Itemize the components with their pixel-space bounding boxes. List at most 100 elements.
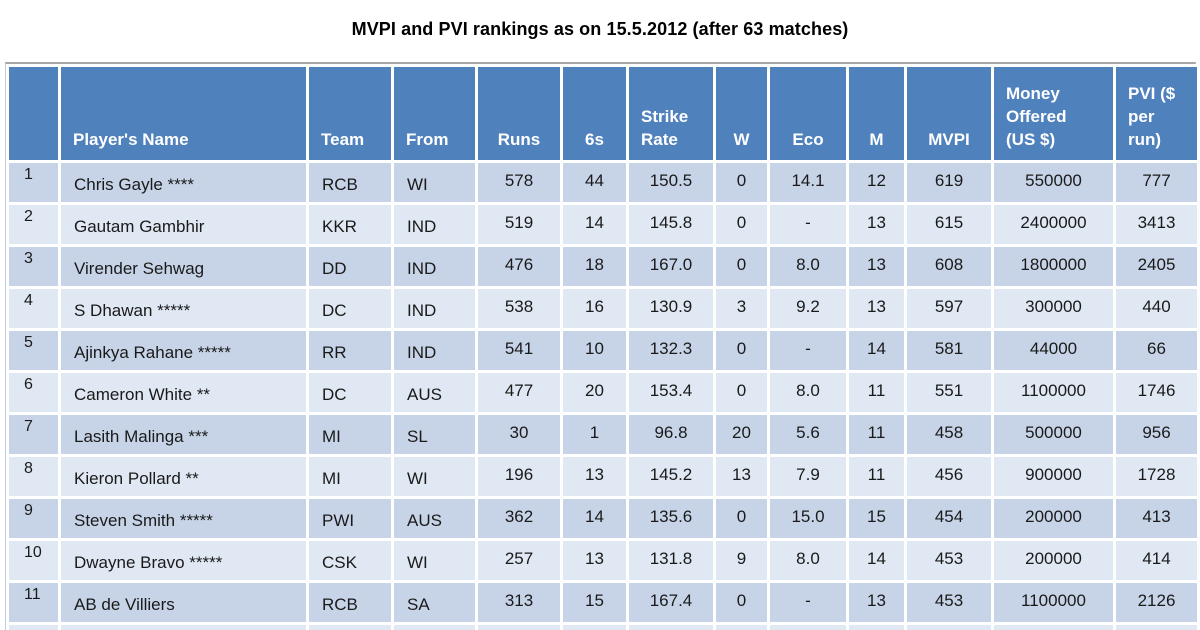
cell-runs: 30 xyxy=(475,412,563,457)
cell-runs: 477 xyxy=(475,370,563,415)
cell-from: WI xyxy=(391,538,478,583)
cell-player: Chris Gayle **** xyxy=(58,160,309,205)
cell-wickets: 0 xyxy=(713,370,770,415)
cell-from: IND xyxy=(391,328,478,373)
cell-money: 200000 xyxy=(991,538,1116,583)
cell-money xyxy=(991,622,1116,630)
cell-economy: 14.1 xyxy=(767,160,849,205)
cell-mvpi: 581 xyxy=(904,328,994,373)
cell-from: IND xyxy=(391,286,478,331)
cell-mvpi: 453 xyxy=(904,580,994,625)
cell-pvi xyxy=(1113,622,1200,630)
cell-matches: 13 xyxy=(846,244,907,289)
cell-sixes: 44 xyxy=(560,160,629,205)
cell-from: AUS xyxy=(391,370,478,415)
cell-economy: 8.0 xyxy=(767,370,849,415)
col-header-pvi: PVI ($ per run) xyxy=(1113,64,1200,163)
cell-sixes: 16 xyxy=(560,286,629,331)
col-header-matches: M xyxy=(846,64,907,163)
cell-money: 300000 xyxy=(991,286,1116,331)
cell-money: 550000 xyxy=(991,160,1116,205)
col-header-strike_rate: Strike Rate xyxy=(626,64,716,163)
cell-wickets: 20 xyxy=(713,412,770,457)
cell-money: 1800000 xyxy=(991,244,1116,289)
table-row: 8 Kieron Pollard ** MI WI 196 13 145.2 13 7.9 11 4… xyxy=(6,454,1200,499)
cell-economy: 7.9 xyxy=(767,454,849,499)
cell-strike_rate: 145.2 xyxy=(626,454,716,499)
cell-from: SL xyxy=(391,412,478,457)
cell-matches: 14 xyxy=(846,328,907,373)
cell-team: RCB xyxy=(306,160,394,205)
cell-pvi: 1728 xyxy=(1113,454,1200,499)
col-header-sixes: 6s xyxy=(560,64,629,163)
cell-player: Gautam Gambhir xyxy=(58,202,309,247)
cell-strike_rate: 167.4 xyxy=(626,580,716,625)
table-row: 1 Chris Gayle **** RCB WI 578 44 150.5 0 14.1 12 6… xyxy=(6,160,1200,205)
cell-rank: 2 xyxy=(6,202,61,247)
cell-money: 200000 xyxy=(991,496,1116,541)
cell-player: Virender Sehwag xyxy=(58,244,309,289)
cell-matches: 13 xyxy=(846,580,907,625)
cell-pvi: 2405 xyxy=(1113,244,1200,289)
cell-strike_rate: 150.5 xyxy=(626,160,716,205)
cell-sixes: 14 xyxy=(560,202,629,247)
cell-pvi: 777 xyxy=(1113,160,1200,205)
col-header-mvpi: MVPI xyxy=(904,64,994,163)
cell-matches: 13 xyxy=(846,286,907,331)
cell-from xyxy=(391,622,478,630)
cell-player: Kieron Pollard ** xyxy=(58,454,309,499)
cell-mvpi: 608 xyxy=(904,244,994,289)
cell-mvpi: 597 xyxy=(904,286,994,331)
cell-from: AUS xyxy=(391,496,478,541)
cell-economy: - xyxy=(767,328,849,373)
cell-strike_rate: 145.8 xyxy=(626,202,716,247)
cell-team: KKR xyxy=(306,202,394,247)
table-row: 2 Gautam Gambhir KKR IND 519 14 145.8 0-13 615 24… xyxy=(6,202,1200,247)
cell-team: RR xyxy=(306,328,394,373)
cell-from: IND xyxy=(391,244,478,289)
cell-rank: 12 xyxy=(6,622,61,630)
page-title: MVPI and PVI rankings as on 15.5.2012 (a… xyxy=(351,19,849,39)
cell-sixes: 13 xyxy=(560,454,629,499)
cell-team: MI xyxy=(306,412,394,457)
cell-wickets: 0 xyxy=(713,160,770,205)
table-row: 11 AB de Villiers RCB SA 313 15 167.4 0-13 453 11… xyxy=(6,580,1200,625)
cell-player: S Dhawan ***** xyxy=(58,286,309,331)
cell-matches: 12 xyxy=(846,160,907,205)
cell-matches: 11 xyxy=(846,454,907,499)
col-header-wickets: W xyxy=(713,64,770,163)
cell-strike_rate: 135.6 xyxy=(626,496,716,541)
cell-wickets: 0 xyxy=(713,328,770,373)
cell-player: Ajinkya Rahane ***** xyxy=(58,328,309,373)
col-header-economy: Eco xyxy=(767,64,849,163)
cell-runs: 538 xyxy=(475,286,563,331)
col-header-from: From xyxy=(391,64,478,163)
cell-team: DC xyxy=(306,286,394,331)
cell-from: WI xyxy=(391,454,478,499)
cell-pvi: 3413 xyxy=(1113,202,1200,247)
table-header-row: Player's Name Team From Runs 6s Strike Rate W E… xyxy=(6,64,1200,163)
cell-pvi: 440 xyxy=(1113,286,1200,331)
cell-sixes: 15 xyxy=(560,580,629,625)
cell-team: CSK xyxy=(306,538,394,583)
cell-player: AB de Villiers xyxy=(58,580,309,625)
cell-wickets: 0 xyxy=(713,244,770,289)
table-row: 5 Ajinkya Rahane ***** RR IND 541 10 132.3 0-14… xyxy=(6,328,1200,373)
col-header-player: Player's Name xyxy=(58,64,309,163)
cell-player: Lasith Malinga *** xyxy=(58,412,309,457)
cell-wickets: 3 xyxy=(713,286,770,331)
cell-mvpi: 454 xyxy=(904,496,994,541)
cell-strike_rate: 96.8 xyxy=(626,412,716,457)
cell-sixes: 14 xyxy=(560,496,629,541)
cell-pvi: 1746 xyxy=(1113,370,1200,415)
cell-money: 900000 xyxy=(991,454,1116,499)
cell-money: 1100000 xyxy=(991,370,1116,415)
cell-rank: 11 xyxy=(6,580,61,625)
cell-strike_rate: 167.0 xyxy=(626,244,716,289)
cell-runs: 362 xyxy=(475,496,563,541)
cell-team: MI xyxy=(306,454,394,499)
cell-strike_rate: 153.4 xyxy=(626,370,716,415)
cell-runs xyxy=(475,622,563,630)
cell-pvi: 2126 xyxy=(1113,580,1200,625)
cell-rank: 3 xyxy=(6,244,61,289)
